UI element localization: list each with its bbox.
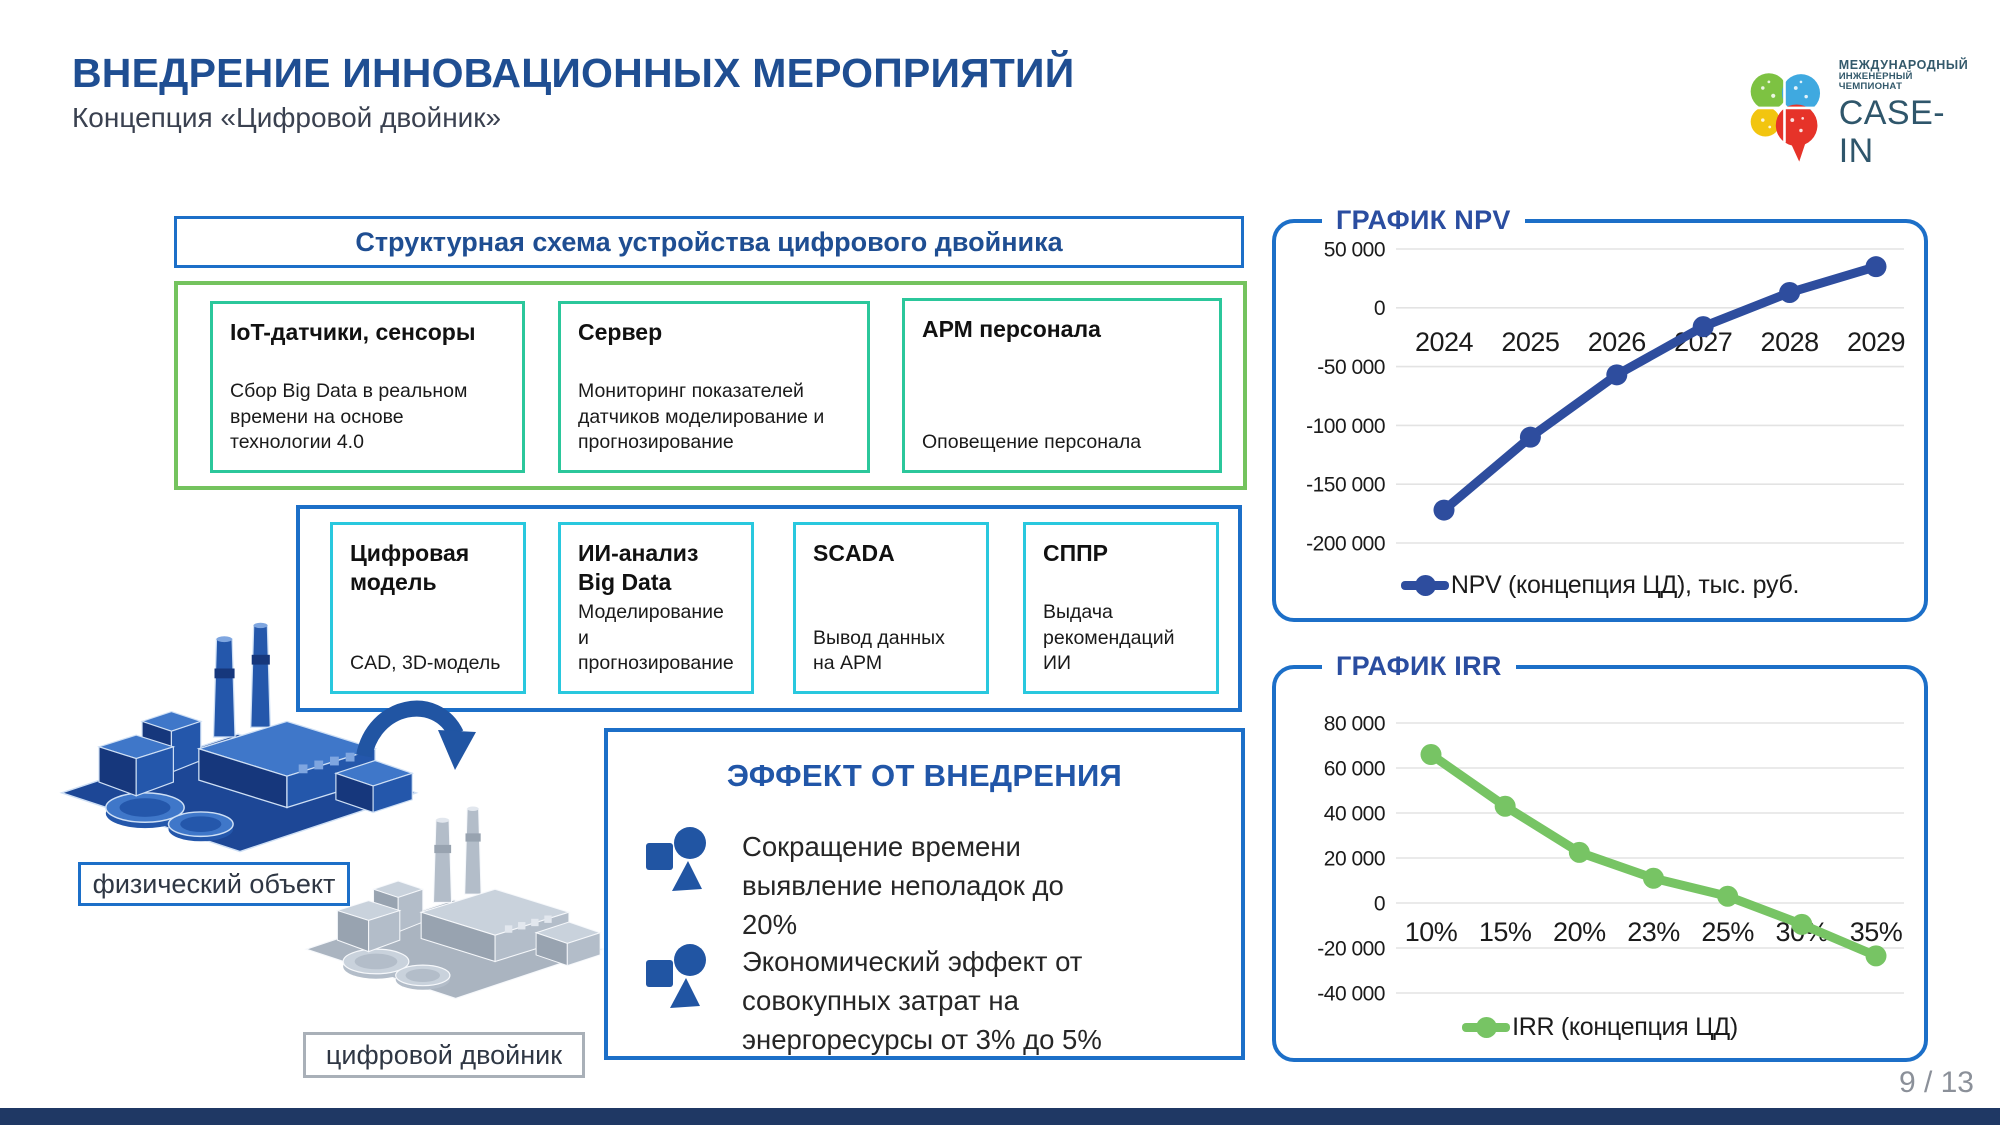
npv-legend-marker [1400, 575, 1449, 596]
svg-text:-200 000: -200 000 [1306, 532, 1385, 555]
svg-text:20 000: 20 000 [1324, 847, 1385, 870]
page-number: 9 / 13 [1898, 1066, 1974, 1099]
scheme-box-sppr-title: СППР [1043, 540, 1109, 566]
svg-text:-50 000: -50 000 [1317, 356, 1385, 379]
svg-text:2026: 2026 [1588, 327, 1646, 357]
scheme-box-ai-analysis-title: ИИ-анализ Big Data [578, 540, 699, 595]
shapes-cluster-icon [646, 944, 706, 1008]
effect-item-1-text: Сокращение времени выявление неполадок д… [742, 831, 1064, 941]
scheme-box-digital-model: Цифровая модель CAD, 3D-модель [330, 522, 526, 694]
scheme-box-server-title: Сервер [578, 319, 663, 345]
scheme-box-scada-title: SCADA [813, 540, 895, 566]
page-title: ВНЕДРЕНИЕ ИННОВАЦИОННЫХ МЕРОПРИЯТИЙ [72, 50, 1075, 96]
npv-panel: ГРАФИК NPV 50 000 0 -50 000 -100 000 -150 00… [1272, 205, 1928, 622]
irr-legend-marker [1462, 1017, 1511, 1038]
svg-text:60 000: 60 000 [1324, 757, 1385, 780]
svg-text:25%: 25% [1701, 917, 1754, 947]
svg-text:-20 000: -20 000 [1317, 937, 1385, 960]
scheme-box-digital-model-body: CAD, 3D-модель [350, 652, 501, 675]
scheme-header: Структурная схема устройства цифрового д… [174, 216, 1244, 268]
footer-bar [0, 1108, 2000, 1125]
scheme-box-digital-model-title: Цифровая модель [350, 540, 470, 595]
scheme-box-iot-body: Сбор Big Data в реальном времени на осно… [230, 379, 468, 454]
scheme-box-server: Сервер Мониторинг показателей датчиков м… [558, 301, 870, 473]
effect-item-1: Сокращение времени выявление неполадок д… [644, 827, 1114, 944]
irr-legend-label: IRR (концепция ЦД) [1512, 1013, 1738, 1041]
npv-panel-title: ГРАФИК NPV [1322, 205, 1525, 236]
svg-text:2024: 2024 [1415, 327, 1474, 357]
logo-line3: CASE-IN [1838, 94, 1946, 171]
brain-icon [1748, 73, 1822, 162]
logo-text: МЕЖДУНАРОДНЫЙ ИНЖЕНЕРНЫЙ ЧЕМПИОНАТ CASE-… [1839, 58, 1972, 171]
svg-text:40 000: 40 000 [1324, 802, 1385, 825]
svg-text:10%: 10% [1405, 917, 1458, 947]
svg-text:0: 0 [1374, 297, 1385, 320]
scheme-box-arm: АРМ персонала Оповещение персонала [902, 298, 1222, 473]
svg-text:0: 0 [1374, 892, 1385, 915]
scheme-box-iot: IoT-датчики, сенсоры Сбор Big Data в реа… [210, 301, 525, 473]
irr-panel-title: ГРАФИК IRR [1322, 651, 1516, 682]
transform-arrow-icon [356, 700, 476, 770]
svg-text:35%: 35% [1850, 917, 1903, 947]
irr-legend: IRR (концепция ЦД) [1276, 1013, 1924, 1042]
scheme-box-server-body: Мониторинг показателей датчиков моделиро… [578, 379, 825, 454]
npv-legend: NPV (концепция ЦД), тыс. руб. [1276, 571, 1924, 600]
npv-chart: 50 000 0 -50 000 -100 000 -150 000 -200 000 20… [1306, 238, 1905, 555]
svg-text:23%: 23% [1627, 917, 1680, 947]
svg-text:20%: 20% [1553, 917, 1606, 947]
scheme-box-sppr: СППР Выдача рекомендаций ИИ [1023, 522, 1219, 694]
physical-object-label: физический объект [78, 862, 350, 906]
scheme-box-ai-analysis: ИИ-анализ Big Data Моделирование и прогн… [558, 522, 754, 694]
npv-legend-label: NPV (концепция ЦД), тыс. руб. [1450, 571, 1800, 599]
effect-item-2: Экономический эффект от совокупных затра… [644, 942, 1114, 1059]
scheme-box-ai-analysis-body: Моделирование и прогнозирование [578, 600, 734, 675]
page-subtitle: Концепция «Цифровой двойник» [72, 102, 502, 133]
svg-text:-100 000: -100 000 [1306, 415, 1385, 438]
irr-chart: 80 000 60 000 40 000 20 000 0 -20 000 -40 000 1… [1317, 712, 1904, 1005]
svg-text:50 000: 50 000 [1324, 238, 1385, 261]
digital-twin-label: цифровой двойник [303, 1032, 585, 1078]
scheme-row2-container: Цифровая модель CAD, 3D-модель ИИ-анализ… [296, 505, 1242, 712]
shapes-cluster-icon [646, 827, 706, 891]
svg-text:-40 000: -40 000 [1317, 982, 1385, 1005]
svg-text:80 000: 80 000 [1324, 712, 1385, 735]
effect-panel: ЭФФЕКТ ОТ ВНЕДРЕНИЯ Сокращение времени в… [604, 728, 1245, 1060]
scheme-box-scada-body: Вывод данных на АРМ [813, 626, 945, 675]
scheme-box-arm-body: Оповещение персонала [922, 431, 1142, 454]
svg-text:2029: 2029 [1847, 327, 1905, 357]
effect-title: ЭФФЕКТ ОТ ВНЕДРЕНИЯ [726, 758, 1123, 793]
scheme-box-arm-title: АРМ персонала [922, 316, 1101, 342]
scheme-row1-container: IoT-датчики, сенсоры Сбор Big Data в реа… [174, 281, 1247, 490]
scheme-box-iot-title: IoT-датчики, сенсоры [230, 319, 476, 345]
svg-text:-150 000: -150 000 [1306, 474, 1385, 497]
case-in-logo: МЕЖДУНАРОДНЫЙ ИНЖЕНЕРНЫЙ ЧЕМПИОНАТ CASE-… [1742, 58, 1972, 170]
logo-line2: ИНЖЕНЕРНЫЙ ЧЕМПИОНАТ [1838, 70, 1913, 93]
svg-text:2025: 2025 [1501, 327, 1559, 357]
svg-text:15%: 15% [1479, 917, 1532, 947]
svg-text:2028: 2028 [1761, 327, 1819, 357]
scheme-box-scada: SCADA Вывод данных на АРМ [793, 522, 989, 694]
irr-panel: ГРАФИК IRR 80 000 60 000 40 000 20 000 0 -20 … [1272, 651, 1928, 1062]
logo-line1: МЕЖДУНАРОДНЫЙ [1838, 57, 1969, 72]
effect-item-2-text: Экономический эффект от совокупных затра… [742, 946, 1102, 1056]
scheme-box-sppr-body: Выдача рекомендаций ИИ [1043, 600, 1175, 675]
